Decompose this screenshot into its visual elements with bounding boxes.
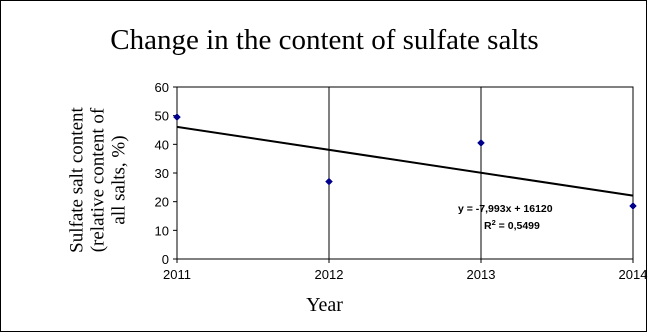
x-axis-label: Year <box>306 294 343 316</box>
trendline <box>176 125 634 197</box>
chart-title: Change in the content of sulfate salts <box>110 24 539 56</box>
y-tick-label: 30 <box>155 166 169 181</box>
y-tick-label: 60 <box>155 80 169 95</box>
trendline-equation: y = -7,993x + 16120 <box>458 203 553 215</box>
y-tick-label: 40 <box>155 137 169 152</box>
data-point <box>477 139 485 147</box>
r-squared-label: R2 = 0,5499 <box>484 218 540 232</box>
y-tick-label: 20 <box>155 195 169 210</box>
y-tick-label: 50 <box>155 109 169 124</box>
x-tick-label: 2013 <box>467 267 496 282</box>
y-tick-label: 10 <box>155 223 169 238</box>
plot-border <box>176 86 634 260</box>
y-tick-label: 0 <box>162 252 169 267</box>
data-point <box>629 202 637 210</box>
x-tick-label: 2011 <box>163 267 191 282</box>
r-squared-exponent: 2 <box>492 218 496 227</box>
x-tick-label: 2014 <box>619 267 648 282</box>
r-squared-symbol: R <box>484 220 492 232</box>
r-squared-value: = 0,5499 <box>496 220 540 232</box>
data-point <box>325 177 333 186</box>
x-tick-label: 2012 <box>315 267 344 282</box>
data-point <box>173 113 181 121</box>
